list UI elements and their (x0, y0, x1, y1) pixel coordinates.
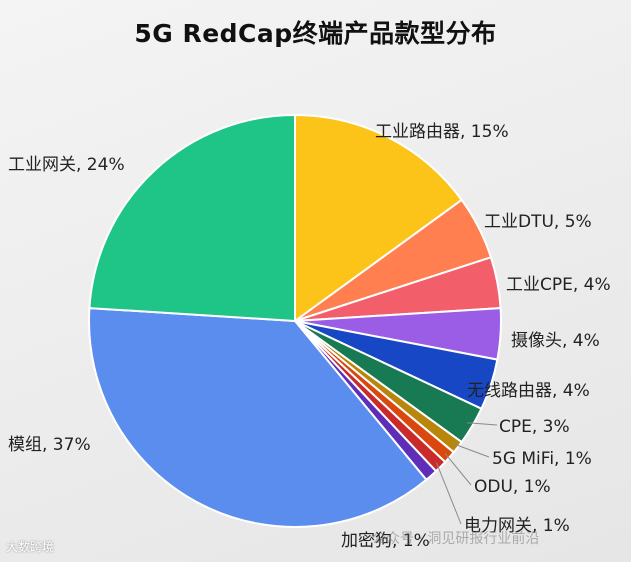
slice-label-10: 加密狗, 1% (341, 531, 430, 551)
pie-slices (88, 113, 502, 528)
slice-label-6: CPE, 3% (499, 417, 570, 437)
watermark-left: 大数跨境 (6, 540, 55, 554)
slice-label-3: 工业CPE, 4% (506, 275, 611, 295)
slice-label-7: 5G MiFi, 1% (492, 449, 592, 469)
slice-label-5: 无线路由器, 4% (467, 381, 590, 401)
slice-labels: 工业路由器, 15% 工业DTU, 5% 工业CPE, 4% 摄像头, 4% 无线路由器… (8, 122, 611, 551)
leader-line-8 (444, 452, 472, 486)
pie-slice-11 (88, 307, 428, 528)
leader-line-7 (452, 443, 490, 458)
leader-lines (435, 422, 498, 525)
slice-label-9: 电力网关, 1% (464, 516, 570, 536)
pie-slice-12 (88, 113, 296, 323)
slice-label-4: 摄像头, 4% (511, 331, 600, 351)
watermark-right: 公众号 · 洞见研报行业前沿 (372, 531, 540, 547)
slice-label-1: 工业路由器, 15% (375, 122, 509, 142)
slice-label-12: 工业网关, 24% (8, 155, 125, 175)
leader-line-9 (435, 462, 462, 525)
chart-title: 5G RedCap终端产品款型分布 (134, 19, 497, 48)
pie-slice-1 (294, 113, 464, 323)
leader-line-6 (467, 422, 498, 426)
slice-label-8: ODU, 1% (474, 477, 551, 497)
slice-label-2: 工业DTU, 5% (484, 212, 592, 232)
slice-label-11: 模组, 37% (8, 435, 91, 455)
